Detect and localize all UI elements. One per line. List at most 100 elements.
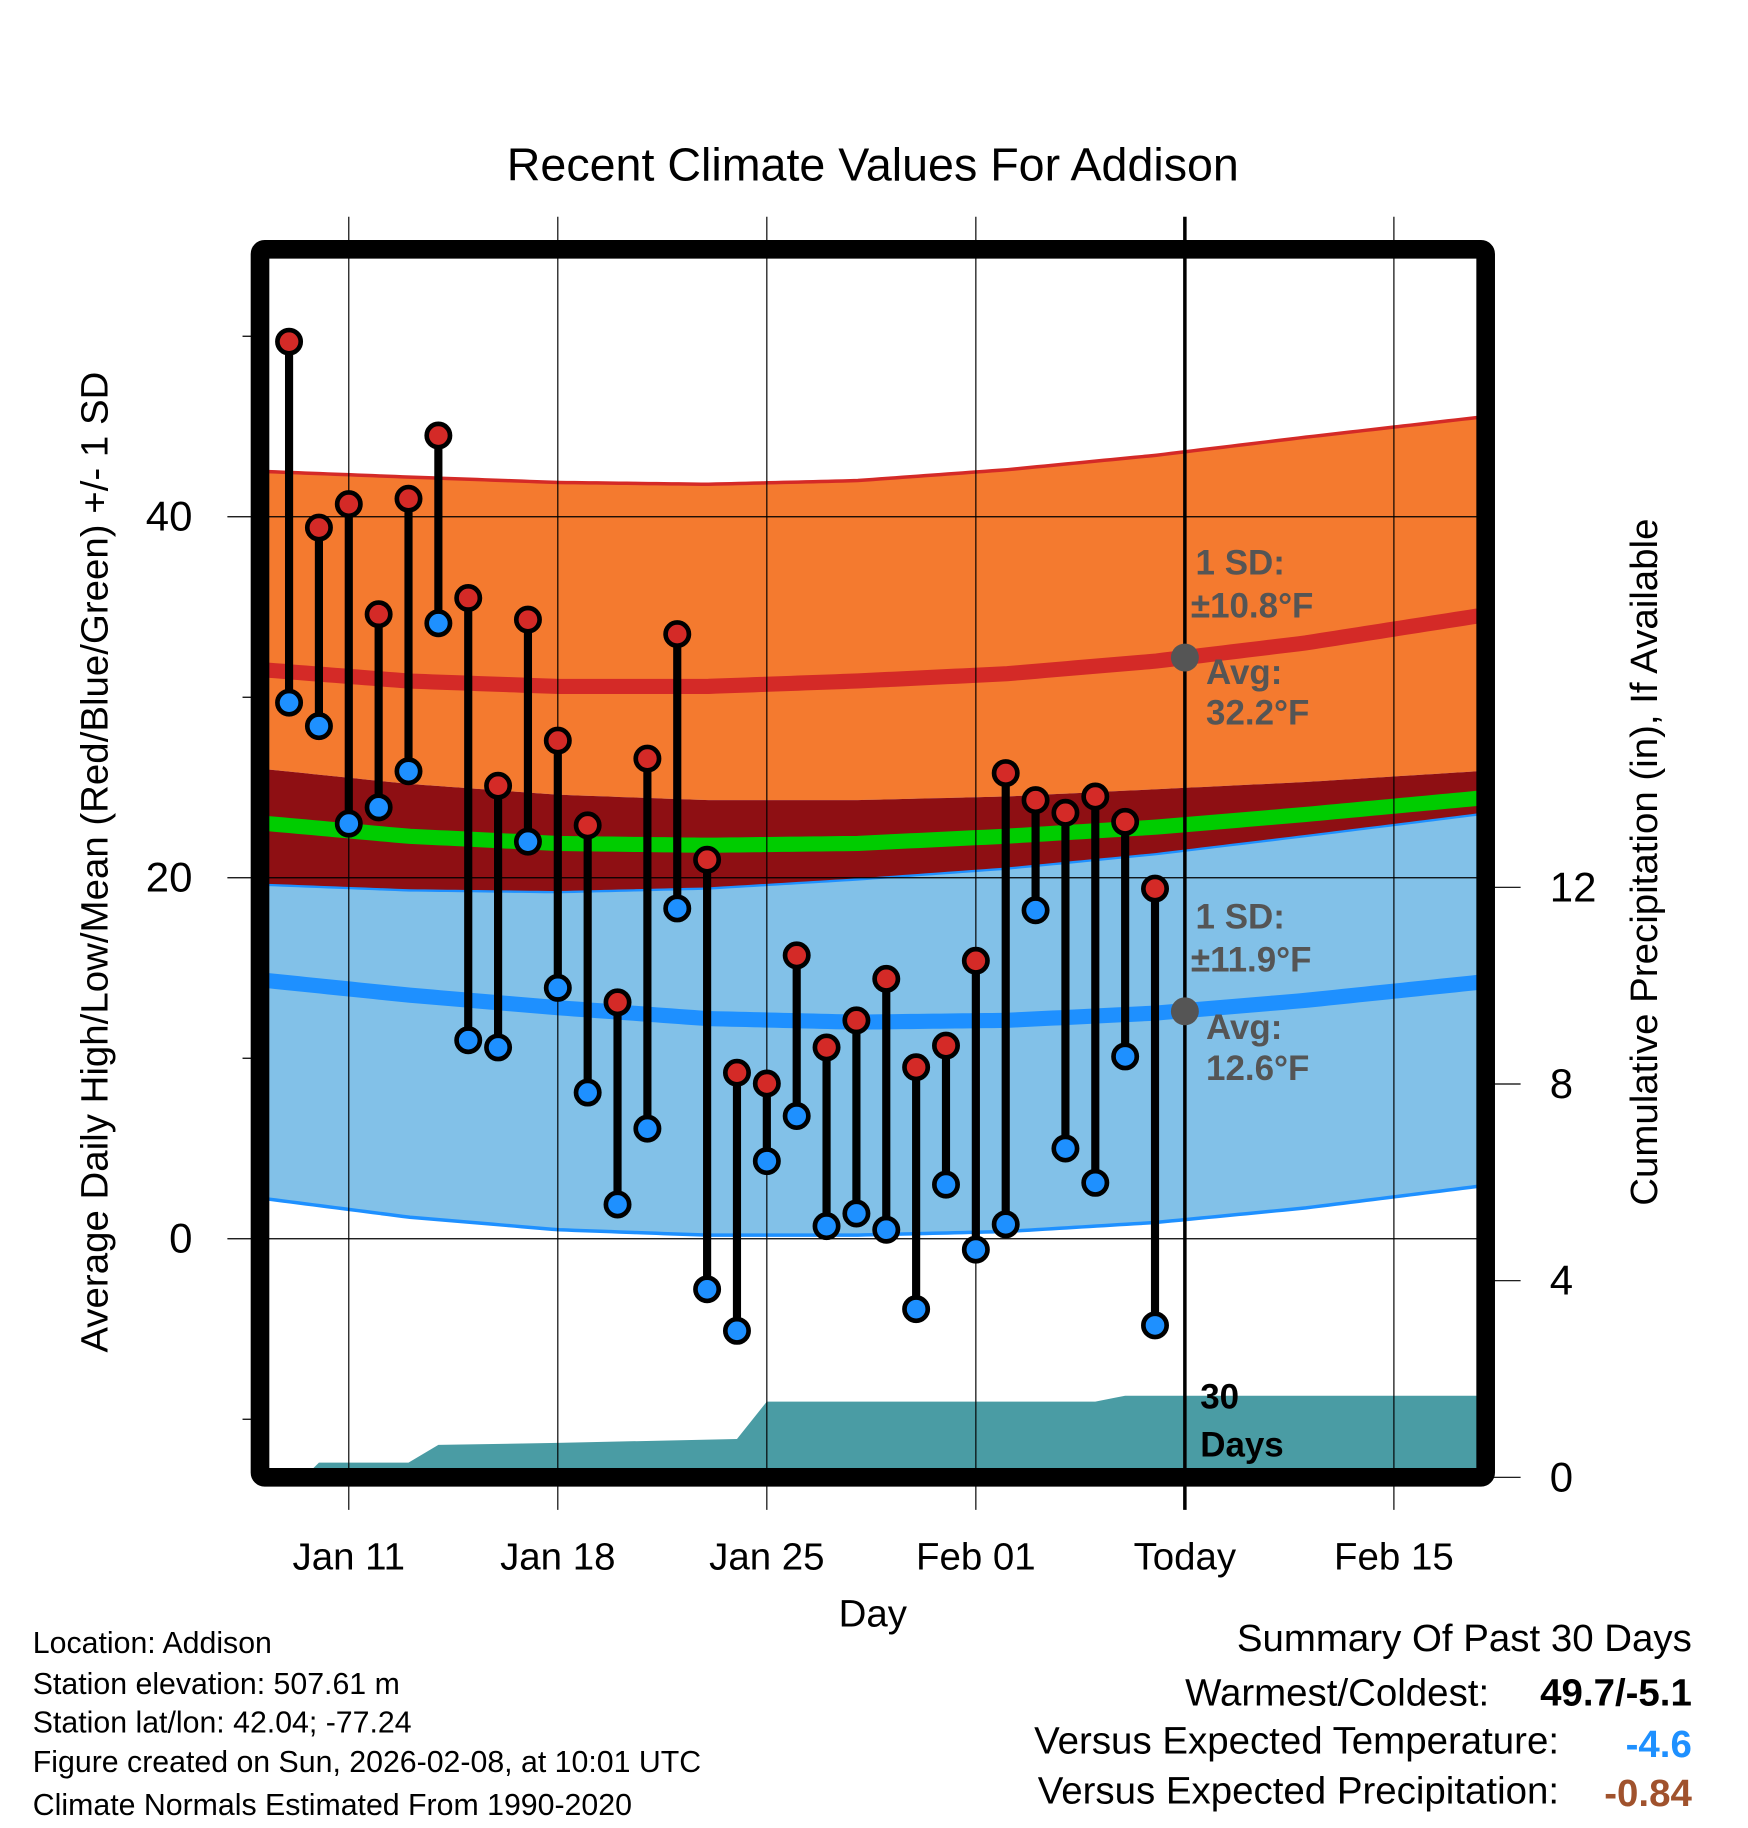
- daily-high-point: [364, 600, 393, 629]
- daily-low-point: [1111, 1042, 1140, 1071]
- daily-high-point: [454, 584, 483, 612]
- summary-warm-cold-value: 49.7/-5.1: [1540, 1672, 1692, 1715]
- low-minus-sd-line: [267, 1184, 1478, 1237]
- daily-low-point: [394, 757, 423, 786]
- daily-high-point: [1111, 807, 1140, 836]
- daily-low-point: [722, 1316, 751, 1345]
- annotation-high-avg-1: Avg:: [1206, 653, 1282, 692]
- annotation-low-sd-2: ±11.9°F: [1191, 941, 1312, 980]
- daily-low-point: [1081, 1168, 1110, 1197]
- daily-high-point: [603, 988, 632, 1017]
- annotation-high-sd-1: 1 SD:: [1196, 543, 1285, 582]
- y-tick-label: 20: [146, 854, 193, 901]
- daily-low-point: [842, 1199, 871, 1228]
- today-avg-high-marker: [1170, 643, 1199, 672]
- high-plus-sd-line: [268, 415, 1478, 486]
- x-tick-label: Today: [1134, 1535, 1237, 1578]
- daily-high-point: [484, 771, 513, 800]
- daily-high-point: [932, 1031, 960, 1060]
- annotation-high-avg-2: 32.2°F: [1206, 694, 1309, 733]
- daily-high-point: [1021, 786, 1050, 815]
- annotation-high-sd-2: ±10.8°F: [1191, 586, 1314, 625]
- chart-title: Recent Climate Values For Addison: [507, 139, 1239, 191]
- y-axis-label: Average Daily High/Low/Mean (Red/Blue/Gr…: [73, 372, 116, 1353]
- daily-high-point: [424, 421, 453, 450]
- daily-low-point: [513, 827, 542, 856]
- info-created: Figure created on Sun, 2026-02-08, at 10…: [33, 1746, 701, 1779]
- daily-low-point: [573, 1078, 602, 1107]
- annotation-days-label: Days: [1200, 1425, 1284, 1464]
- daily-high-point: [752, 1069, 781, 1098]
- summary-temp-label: Versus Expected Temperature:: [1034, 1719, 1559, 1762]
- daily-low-point: [543, 973, 572, 1002]
- daily-low-point: [304, 712, 333, 741]
- summary-warm-cold-label: Warmest/Coldest:: [1185, 1672, 1489, 1715]
- daily-low-point: [693, 1275, 722, 1304]
- daily-low-point: [932, 1170, 960, 1199]
- x-axis-label: Day: [839, 1592, 908, 1635]
- info-latlon: Station lat/lon: 42.04; -77.24: [33, 1706, 412, 1739]
- daily-low-point: [782, 1102, 811, 1130]
- daily-high-point: [1051, 798, 1080, 827]
- y-right-tick-label: 12: [1550, 863, 1597, 910]
- daily-high-point: [991, 759, 1020, 788]
- daily-high-point: [842, 1006, 871, 1035]
- daily-low-point: [484, 1033, 513, 1062]
- daily-high-point: [304, 513, 333, 542]
- summary-temp-value: -4.6: [1626, 1723, 1692, 1766]
- plot-frame: [250, 240, 1495, 1487]
- daily-high-point: [275, 327, 304, 356]
- annotation-low-sd-1: 1 SD:: [1196, 898, 1285, 937]
- daily-high-point: [902, 1053, 931, 1082]
- daily-high-point: [334, 490, 363, 519]
- daily-low-point: [812, 1212, 841, 1241]
- daily-low-point: [424, 609, 453, 638]
- daily-low-point: [1051, 1134, 1080, 1163]
- daily-high-point: [513, 605, 542, 634]
- y-right-tick-label: 4: [1550, 1257, 1573, 1304]
- summary-precip-value: -0.84: [1604, 1772, 1692, 1815]
- daily-high-point: [693, 845, 722, 874]
- daily-high-point: [394, 484, 423, 513]
- daily-high-point: [722, 1058, 751, 1087]
- daily-high-point: [872, 964, 901, 993]
- daily-high-point: [1081, 782, 1110, 811]
- daily-high-point: [573, 811, 602, 840]
- daily-low-point: [633, 1114, 662, 1143]
- daily-low-point: [752, 1147, 781, 1176]
- x-tick-label: Jan 18: [500, 1535, 615, 1578]
- y-tick-label: 40: [146, 493, 193, 540]
- y-right-tick-label: 0: [1550, 1453, 1573, 1500]
- daily-high-point: [543, 726, 572, 755]
- daily-low-point: [454, 1026, 483, 1055]
- annotation-low-avg-2: 12.6°F: [1206, 1049, 1309, 1088]
- daily-low-point: [603, 1190, 632, 1219]
- x-tick-label: Jan 11: [293, 1535, 406, 1578]
- x-tick-label: Feb 01: [916, 1535, 1036, 1578]
- daily-low-point: [991, 1210, 1020, 1239]
- daily-low-point: [663, 894, 692, 923]
- daily-low-point: [364, 793, 393, 822]
- daily-low-point: [872, 1215, 901, 1244]
- summary-title: Summary Of Past 30 Days: [1237, 1617, 1692, 1660]
- daily-high-point: [812, 1033, 841, 1062]
- daily-low-point: [1141, 1311, 1169, 1340]
- y-right-tick-label: 8: [1550, 1060, 1573, 1107]
- today-avg-low-marker: [1170, 997, 1199, 1026]
- precip-area: [268, 1395, 1478, 1478]
- x-tick-label: Feb 15: [1334, 1535, 1454, 1578]
- daily-high-point: [1141, 874, 1169, 903]
- daily-low-point: [275, 688, 304, 717]
- x-tick-label: Jan 25: [709, 1535, 824, 1578]
- daily-low-point: [334, 809, 363, 838]
- y-right-axis-label: Cumulative Precipitation (in), If Availa…: [1623, 519, 1666, 1206]
- daily-high-point: [633, 744, 662, 773]
- info-normals: Climate Normals Estimated From 1990-2020: [33, 1789, 632, 1822]
- summary-precip-label: Versus Expected Precipitation:: [1038, 1770, 1559, 1813]
- daily-low-point: [961, 1235, 990, 1264]
- daily-high-point: [782, 941, 811, 970]
- plot-area: Jan 11 Jan 18 Jan 25 Feb 01 Today Feb 1502040…: [146, 216, 1597, 1578]
- y-tick-label: 0: [169, 1215, 192, 1262]
